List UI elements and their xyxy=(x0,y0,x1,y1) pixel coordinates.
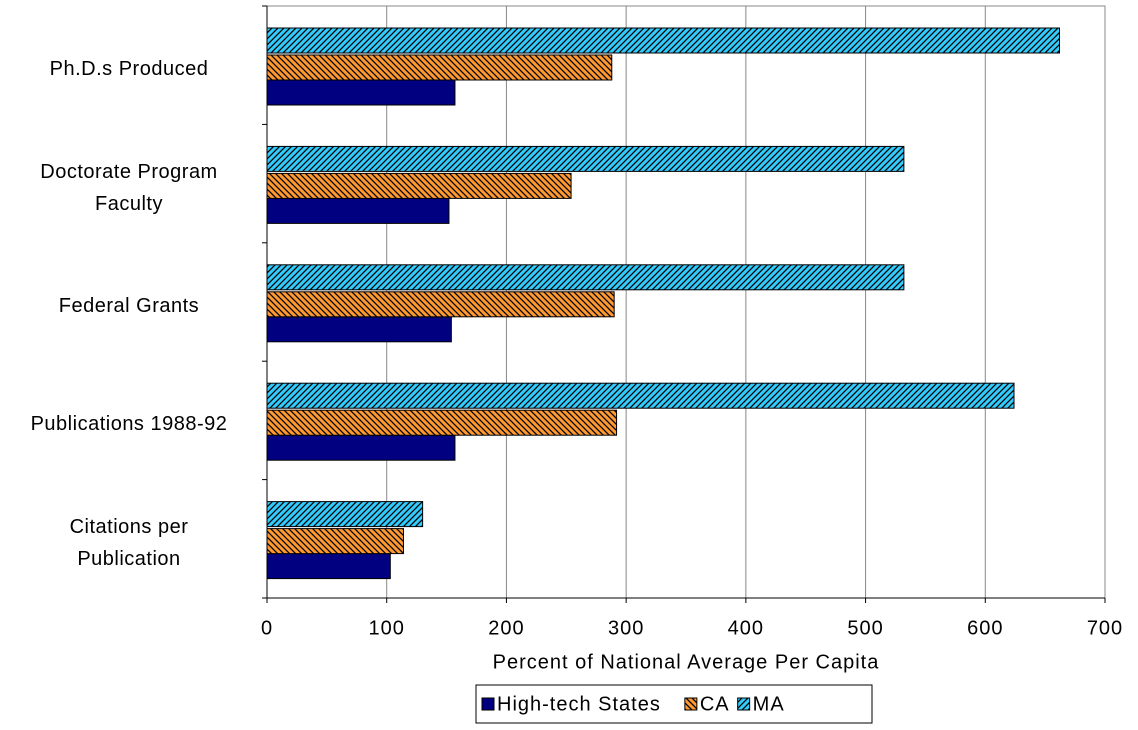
bar xyxy=(266,528,404,555)
legend: High-tech States CA MA xyxy=(475,684,873,724)
x-tick-label: 500 xyxy=(847,617,883,639)
x-tick-label: 600 xyxy=(967,617,1003,639)
y-tick-label: Ph.D.s Produced xyxy=(49,58,209,81)
bar xyxy=(266,172,572,199)
bar xyxy=(266,145,905,172)
bar xyxy=(266,553,391,580)
bar xyxy=(266,79,456,106)
x-tick-label: 200 xyxy=(488,617,524,639)
x-tick-label: 0 xyxy=(261,617,273,639)
bar xyxy=(266,27,1061,54)
bar xyxy=(266,434,456,461)
bar xyxy=(266,264,905,291)
x-tick-label: 400 xyxy=(728,617,764,639)
legend-swatch xyxy=(737,697,751,711)
legend-box xyxy=(475,684,873,724)
x-tick-label: 300 xyxy=(608,617,644,639)
legend-label: MA xyxy=(753,693,785,715)
bar xyxy=(266,382,1015,409)
x-axis-label: Percent of National Average Per Capita xyxy=(493,651,880,673)
bar xyxy=(266,197,450,224)
y-tick-label: Citations per Publication xyxy=(69,515,189,570)
bar xyxy=(266,291,615,318)
legend-swatch xyxy=(481,697,495,711)
x-tick-label: 700 xyxy=(1087,617,1123,639)
bar xyxy=(266,501,424,528)
legend-label: CA xyxy=(700,693,730,715)
y-tick-label: Publications 1988-92 xyxy=(30,413,228,436)
bar xyxy=(266,54,613,81)
legend-swatch xyxy=(684,697,698,711)
legend-label: High-tech States xyxy=(497,693,661,715)
y-tick-label: Federal Grants xyxy=(58,295,200,317)
y-tick-label: Doctorate Program Faculty xyxy=(40,160,218,215)
bar xyxy=(266,409,618,436)
bar xyxy=(266,316,452,343)
x-tick-label: 100 xyxy=(369,617,405,639)
